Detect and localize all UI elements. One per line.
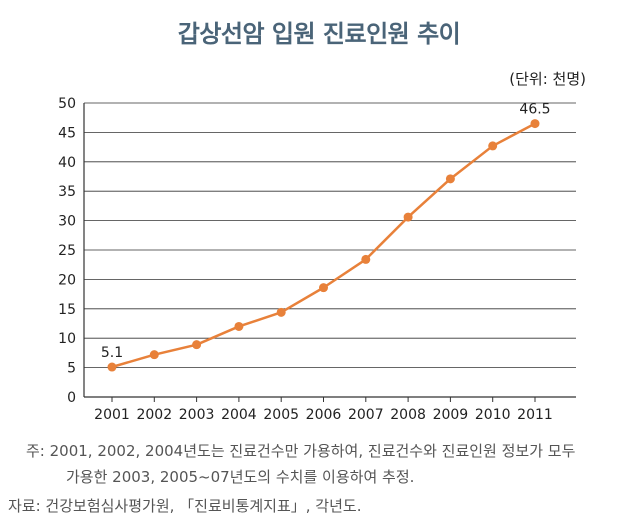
y-tick-label: 0 [67,390,76,406]
x-tick-label: 2003 [179,407,215,423]
series-line [111,122,536,369]
y-tick-label: 35 [58,184,76,200]
x-tick-label: 2006 [306,407,342,423]
y-tick-label: 15 [58,302,76,318]
data-point [530,119,540,129]
x-tick-label: 2010 [475,407,511,423]
data-point [319,283,328,293]
data-point [488,141,498,151]
data-point [276,307,286,317]
data-point [234,321,244,331]
unit-label: (단위: 천명) [509,70,586,88]
x-tick-label: 2007 [348,407,384,423]
data-label: 46.5 [519,102,550,118]
y-tick-label: 50 [58,96,76,112]
footnote-line-1: 주: 2001, 2002, 2004년도는 진료건수만 가용하여, 진료건수와… [26,442,576,460]
x-tick-label: 2005 [263,407,299,423]
x-tick-label: 2002 [136,407,172,423]
x-tick-label: 2001 [94,407,130,423]
x-tick-label: 2011 [517,407,553,423]
data-point [361,254,371,264]
footnote-line-2: 가용한 2003, 2005~07년도의 수치를 이용하여 추정. [66,468,415,486]
data-point [149,350,159,360]
x-tick-label: 2004 [221,407,257,423]
y-tick-label: 25 [58,243,76,259]
data-label: 5.1 [101,345,123,361]
y-tick-label: 20 [58,272,76,288]
source-note: 자료: 건강보험심사평가원, 「진료비통계지표」, 각년도. [8,497,362,515]
data-point [192,340,202,350]
data-point [107,362,117,372]
x-tick-label: 2009 [433,407,469,423]
chart-title: 갑상선암 입원 진료인원 추이 [177,20,461,48]
y-tick-label: 30 [58,214,76,230]
y-tick-label: 45 [58,125,76,141]
y-tick-label: 5 [67,361,76,377]
data-point [445,174,455,184]
y-tick-label: 10 [58,331,76,347]
x-tick-label: 2008 [390,407,426,423]
data-point [403,212,413,222]
line-chart: 0 5 10 15 20 25 30 35 40 45 50 2001 2002 2003 2004 2005… [58,96,576,423]
y-tick-label: 40 [58,155,76,171]
